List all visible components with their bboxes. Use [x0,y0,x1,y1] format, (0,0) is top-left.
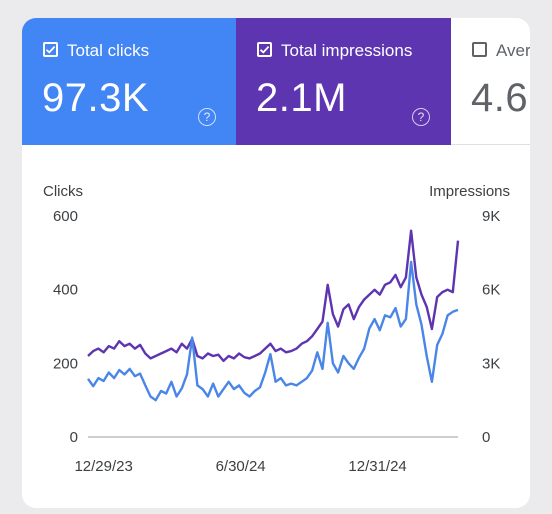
total-clicks-tile[interactable]: Total clicks 97.3K ? [22,18,236,145]
total-impressions-label: Total impressions [281,41,413,60]
total-clicks-checkbox[interactable] [43,42,58,57]
x-tick-label: 6/30/24 [216,458,266,475]
left-tick-label: 600 [53,208,78,225]
average-ctr-label: Aver [496,41,530,60]
performance-chart: Clicks Impressions 600 400 200 0 9K 6K 3K 0 12… [43,183,510,475]
left-tick-label: 200 [53,355,78,372]
right-tick-label: 6K [482,282,500,299]
total-impressions-checkbox[interactable] [257,42,272,57]
checkmark-icon [259,45,270,54]
total-impressions-tile[interactable]: Total impressions 2.1M ? [236,18,451,145]
x-tick-label: 12/29/23 [74,458,132,475]
average-ctr-checkbox[interactable] [472,42,487,57]
clicks-series-line [87,260,459,402]
left-tick-label: 400 [53,282,78,299]
total-clicks-label: Total clicks [67,41,150,60]
performance-card: Total clicks 97.3K ? Total impressions 2… [22,18,530,508]
help-icon[interactable]: ? [412,108,430,126]
average-ctr-value: 4.6 [471,76,529,120]
help-icon[interactable]: ? [198,108,216,126]
right-tick-label: 9K [482,208,500,225]
impressions-series-line [87,229,460,363]
checkmark-icon [45,45,56,54]
x-tick-label: 12/31/24 [348,458,406,475]
right-tick-label: 3K [482,355,500,372]
total-clicks-value: 97.3K [42,76,150,120]
right-tick-label: 0 [482,429,490,446]
left-tick-label: 0 [70,429,78,446]
average-ctr-tile[interactable]: Aver 4.6 [451,18,530,145]
left-axis-title: Clicks [43,183,83,200]
total-impressions-value: 2.1M [256,76,347,120]
right-axis-title: Impressions [429,183,510,200]
metric-tiles: Total clicks 97.3K ? Total impressions 2… [22,18,530,145]
